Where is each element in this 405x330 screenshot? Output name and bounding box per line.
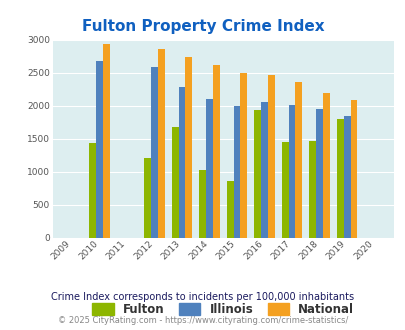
Bar <box>103 44 110 238</box>
Bar <box>151 67 158 238</box>
Text: © 2025 CityRating.com - https://www.cityrating.com/crime-statistics/: © 2025 CityRating.com - https://www.city… <box>58 315 347 325</box>
Bar <box>343 115 350 238</box>
Bar <box>309 141 315 238</box>
Text: Fulton Property Crime Index: Fulton Property Crime Index <box>81 19 324 34</box>
Bar <box>254 110 260 238</box>
Bar <box>185 57 192 238</box>
Bar <box>288 105 295 238</box>
Bar <box>178 87 185 238</box>
Bar <box>89 143 96 238</box>
Bar <box>171 127 178 238</box>
Bar <box>206 99 213 238</box>
Bar <box>295 82 302 238</box>
Bar <box>336 119 343 238</box>
Bar <box>267 75 274 238</box>
Bar <box>213 65 220 238</box>
Bar <box>260 102 267 238</box>
Text: Crime Index corresponds to incidents per 100,000 inhabitants: Crime Index corresponds to incidents per… <box>51 292 354 302</box>
Bar <box>322 93 329 238</box>
Bar <box>281 142 288 238</box>
Bar <box>315 109 322 238</box>
Bar <box>350 100 356 238</box>
Bar <box>158 49 164 238</box>
Bar <box>199 170 206 238</box>
Bar <box>96 61 103 238</box>
Bar <box>144 158 151 238</box>
Bar <box>233 106 240 238</box>
Bar <box>226 181 233 238</box>
Legend: Fulton, Illinois, National: Fulton, Illinois, National <box>92 303 353 316</box>
Bar <box>240 73 247 238</box>
